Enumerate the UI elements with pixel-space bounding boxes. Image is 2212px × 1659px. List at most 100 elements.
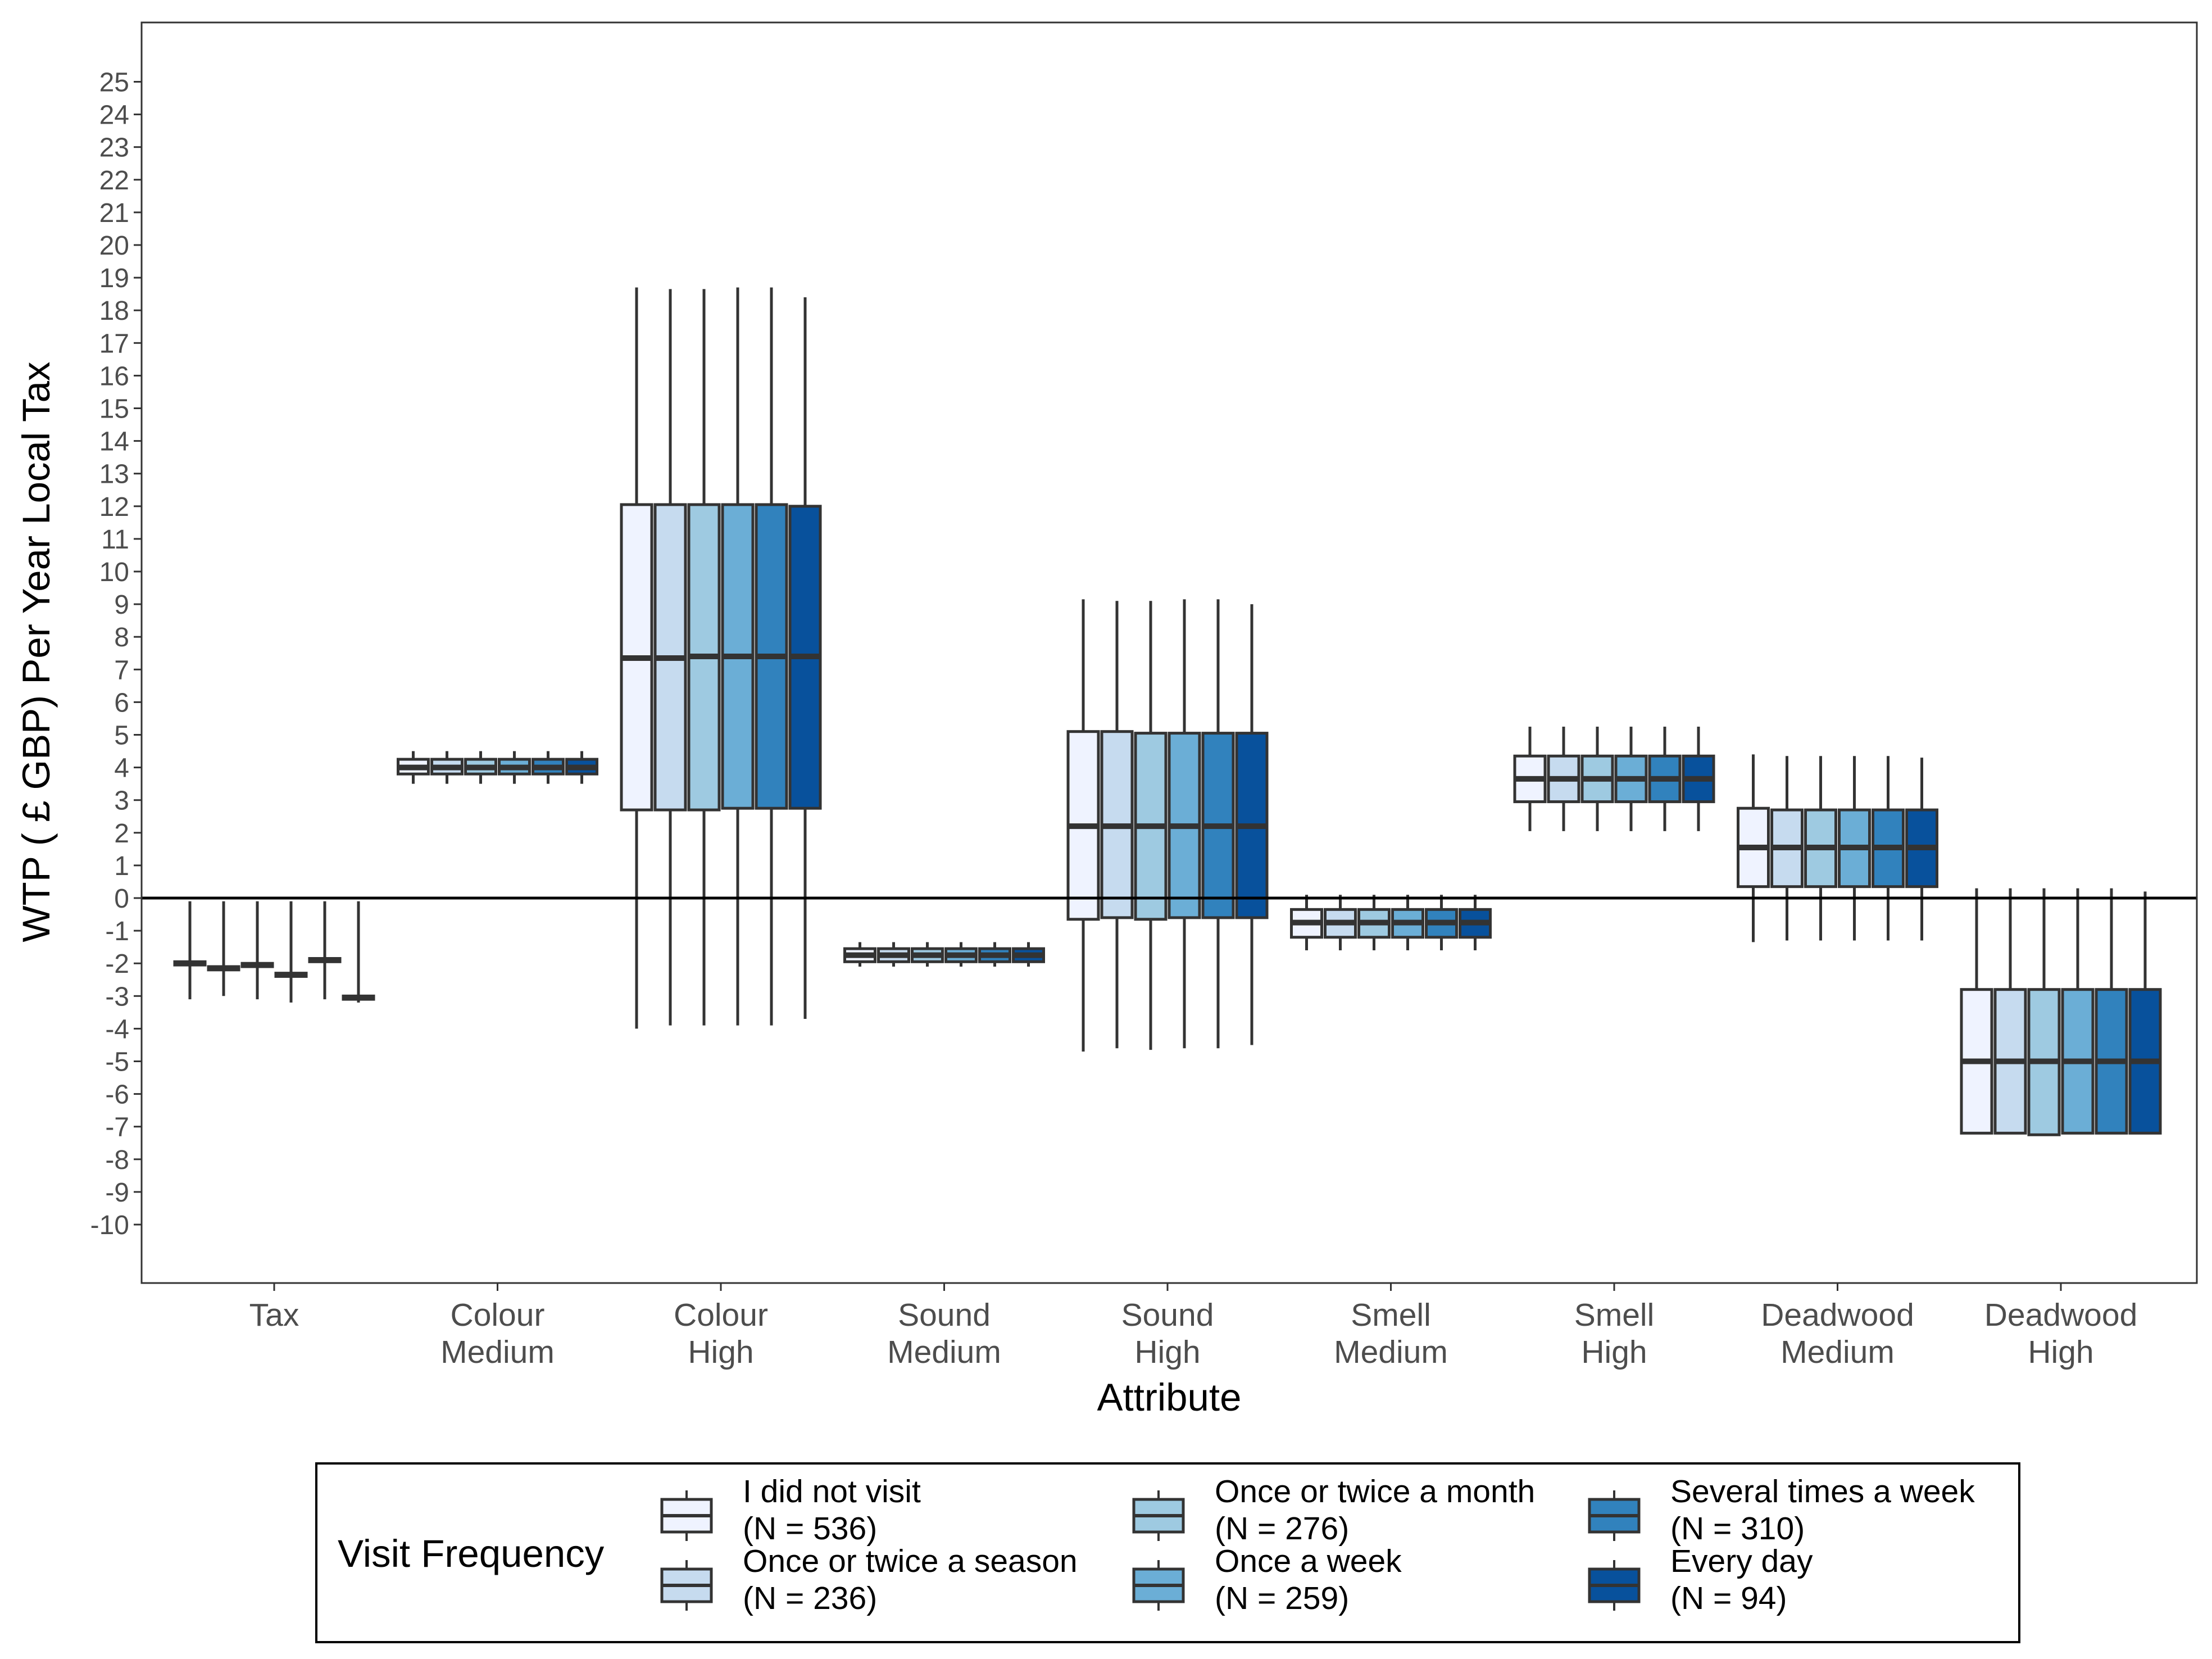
y-axis: -10-9-8-7-6-5-4-3-2-10123456789101112131…	[90, 68, 142, 1240]
x-tick-label: Colour Medium	[440, 1297, 555, 1370]
y-tick-label: 21	[99, 198, 129, 228]
legend-label-line1: Once or twice a month	[1215, 1474, 1535, 1510]
x-tick-label: Tax	[249, 1297, 299, 1333]
legend-label-line2: (N = 536)	[743, 1511, 877, 1547]
x-tick-label: Smell Medium	[1334, 1297, 1448, 1370]
legend-item: I did not visit (N = 536)	[660, 1474, 921, 1547]
legend: Visit Frequency I did not visit (N = 536)…	[315, 1462, 2020, 1643]
y-tick-label: 6	[114, 688, 129, 718]
y-tick-label: -7	[105, 1113, 129, 1143]
legend-label-line2: (N = 310)	[1670, 1511, 1805, 1547]
y-tick-label: 18	[99, 296, 129, 326]
y-tick-label: 14	[99, 427, 129, 457]
category-group	[397, 751, 598, 784]
x-tick-label: Deadwood High	[1984, 1297, 2138, 1370]
legend-item: Several times a week (N = 310)	[1588, 1474, 1975, 1547]
category-group	[1960, 888, 2162, 1136]
y-tick-label: 16	[99, 361, 129, 391]
legend-label-line1: Once or twice a season	[743, 1543, 1078, 1579]
plot-boxes	[173, 287, 2162, 1136]
legend-label: Once or twice a month (N = 276)	[1215, 1474, 1535, 1547]
y-tick-label: 3	[114, 786, 129, 816]
x-tick-label-line2: Medium	[887, 1334, 1001, 1370]
x-tick-label: Colour High	[674, 1297, 768, 1370]
y-tick-label: -5	[105, 1048, 129, 1077]
y-tick-label: 22	[99, 166, 129, 196]
legend-label-line1: Once a week	[1215, 1543, 1402, 1579]
legend-item: Once a week (N = 259)	[1132, 1543, 1402, 1616]
legend-label-line2: (N = 259)	[1215, 1580, 1349, 1616]
x-tick-label-line2: High	[1581, 1334, 1647, 1370]
legend-label-line2: (N = 236)	[743, 1580, 877, 1616]
y-axis-title: WTP ( £ GBP) Per Year Local Tax	[15, 362, 58, 942]
x-axis-title: Attribute	[1097, 1376, 1242, 1419]
y-tick-label: 24	[99, 101, 129, 130]
y-tick-label: 8	[114, 623, 129, 652]
y-tick-label: 15	[99, 395, 129, 424]
category-group	[1737, 754, 1938, 942]
y-tick-label: 25	[99, 68, 129, 98]
legend-item: Once or twice a season (N = 236)	[660, 1543, 1078, 1616]
y-tick-label: 0	[114, 884, 129, 914]
y-tick-label: 17	[99, 329, 129, 359]
x-tick-label-line1: Sound	[898, 1297, 991, 1333]
y-tick-label: -8	[105, 1145, 129, 1175]
y-tick-label: 13	[99, 460, 129, 489]
legend-label: Once or twice a season (N = 236)	[743, 1543, 1078, 1616]
category-group	[1290, 895, 1492, 950]
legend-label: Once a week (N = 259)	[1215, 1543, 1402, 1616]
category-group	[1513, 726, 1715, 831]
y-tick-label: 20	[99, 231, 129, 261]
x-tick-label-line2: Medium	[440, 1334, 555, 1370]
legend-label: Every day (N = 94)	[1670, 1543, 1813, 1616]
x-tick-label-line2: High	[688, 1334, 753, 1370]
y-tick-label: 1	[114, 851, 129, 881]
x-tick-label: Sound High	[1121, 1297, 1214, 1370]
x-tick-label: Deadwood Medium	[1761, 1297, 1914, 1370]
category-group	[173, 901, 375, 1003]
y-tick-label: -4	[105, 1014, 129, 1044]
legend-item: Once or twice a month (N = 276)	[1132, 1474, 1535, 1547]
y-tick-label: 5	[114, 721, 129, 751]
y-tick-label: -2	[105, 949, 129, 979]
x-tick-label-line1: Tax	[249, 1297, 299, 1333]
x-tick-label-line1: Deadwood	[1761, 1297, 1914, 1333]
legend-label-line2: (N = 276)	[1215, 1511, 1349, 1547]
x-tick-label-line2: Medium	[1780, 1334, 1895, 1370]
legend-label-line1: Every day	[1670, 1543, 1813, 1579]
y-tick-label: 11	[101, 525, 129, 555]
legend-label: Several times a week (N = 310)	[1670, 1474, 1975, 1547]
category-group	[1066, 599, 1269, 1052]
y-tick-label: 12	[99, 492, 129, 522]
x-tick-label-line1: Sound	[1121, 1297, 1214, 1333]
legend-frame	[315, 1462, 2020, 1643]
category-group	[620, 287, 822, 1029]
y-tick-label: 2	[114, 819, 129, 849]
y-tick-label: -6	[105, 1080, 129, 1110]
y-tick-label: 9	[114, 590, 129, 620]
y-tick-label: -1	[105, 917, 129, 946]
y-tick-label: 23	[99, 133, 129, 163]
x-tick-label-line1: Deadwood	[1984, 1297, 2138, 1333]
legend-label-line1: Several times a week	[1670, 1474, 1975, 1510]
y-tick-label: -10	[90, 1211, 129, 1240]
x-tick-label-line1: Colour	[674, 1297, 768, 1333]
y-tick-label: 4	[114, 754, 129, 783]
x-tick-label: Sound Medium	[887, 1297, 1001, 1370]
legend-title: Visit Frequency	[338, 1532, 605, 1575]
y-tick-label: 19	[99, 264, 129, 293]
x-tick-label-line2: High	[1134, 1334, 1200, 1370]
x-tick-label-line2: Medium	[1334, 1334, 1448, 1370]
x-tick-label-line1: Smell	[1574, 1297, 1655, 1333]
category-group	[843, 942, 1045, 967]
x-tick-label-line1: Colour	[451, 1297, 545, 1333]
legend-label-line1: I did not visit	[743, 1474, 921, 1510]
legend-item: Every day (N = 94)	[1588, 1543, 1813, 1616]
legend-items: I did not visit (N = 536)Once or twice a …	[660, 1474, 1975, 1616]
y-tick-label: 10	[99, 557, 129, 587]
y-tick-label: -9	[105, 1178, 129, 1208]
x-tick-label-line1: Smell	[1351, 1297, 1431, 1333]
x-tick-label-line2: High	[2028, 1334, 2093, 1370]
x-tick-label: Smell High	[1574, 1297, 1655, 1370]
